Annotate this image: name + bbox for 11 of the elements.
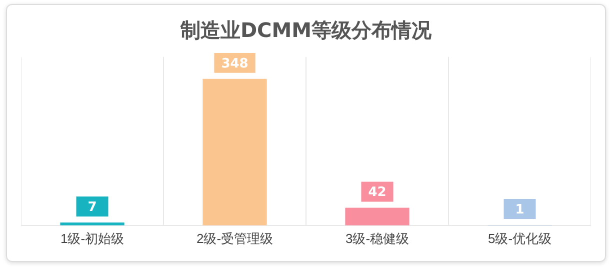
bar [202,78,267,226]
data-label: 42 [368,185,386,200]
data-label: 7 [88,200,97,215]
data-label: 348 [221,56,248,72]
bar [345,208,410,226]
x-tick-label: 1级-初始级 [60,230,124,246]
x-tick-label: 2级-受管理级 [196,230,274,246]
x-tick-label: 5级-优化级 [488,230,552,246]
data-label: 1 [515,202,524,218]
chart-title: 制造业DCMM等级分布情况 [179,17,433,44]
x-tick-label: 3级-稳健级 [345,230,410,246]
